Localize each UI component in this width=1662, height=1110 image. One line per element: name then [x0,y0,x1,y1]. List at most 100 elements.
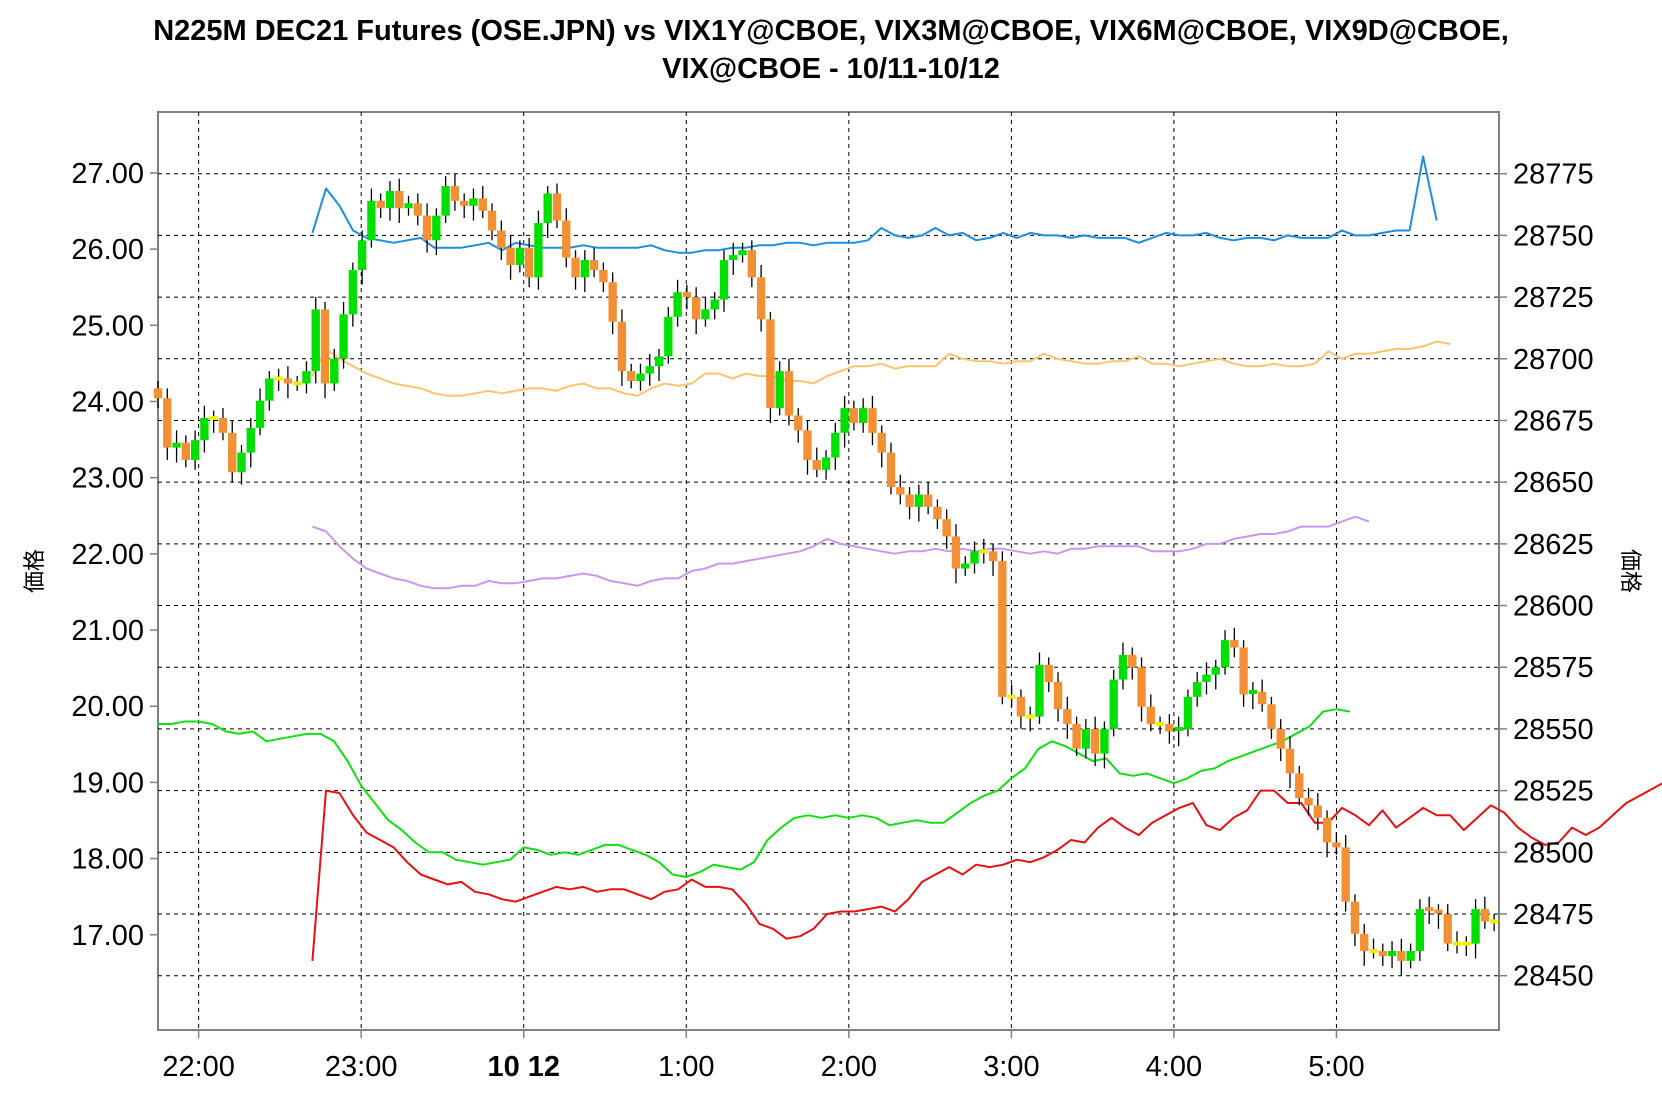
candle-body [487,210,497,231]
candle-body [1026,714,1035,719]
candle-body [738,250,747,256]
candle-body [1397,951,1406,961]
candle-body [228,432,237,473]
candle-body [1424,907,1434,912]
candle-body [1155,722,1165,726]
candle-body [682,292,692,298]
candle-body [979,549,988,554]
candle-body [654,356,664,367]
candle-body [1267,704,1276,729]
candle-body [673,292,682,317]
candle-body [571,257,580,278]
candle-body [821,457,831,470]
candle-body [450,186,460,201]
candle-body [961,563,970,569]
y-right-tick-label: 28575 [1513,652,1594,684]
y-right-tick-label: 28525 [1513,776,1594,808]
candle-body [775,371,784,409]
candle-body [951,536,961,569]
candle-body [1063,709,1072,724]
y-right-tick-label: 28500 [1513,837,1594,869]
candle-body [905,494,914,507]
y-right-tick-label: 28625 [1513,529,1594,561]
candle-body [1072,724,1081,749]
candle-body [1434,909,1443,914]
series-line-vix9d [311,782,1662,961]
candlesticks [153,173,1499,976]
candle-body [923,494,933,507]
series-line-vix [158,708,1351,878]
candle-body [1174,726,1183,731]
candle-body [524,247,534,278]
candle-body [1489,919,1499,924]
candle-body [497,230,506,248]
candle-body [348,269,358,315]
candle-body [784,371,794,416]
candle-body [886,452,896,488]
candle-body [608,282,617,322]
candle-body [320,309,330,384]
y-left-tick-label: 20.00 [71,691,144,723]
candle-body [330,358,339,384]
candle-body [1378,951,1387,956]
candle-body [1462,941,1471,946]
candle-body [1452,941,1462,946]
candle-body [1313,805,1323,818]
candle-body [237,452,246,473]
candle-body [422,215,432,241]
candle-body [729,255,738,261]
candle-body [710,299,719,310]
y-axis-label-left: 価格 [23,549,48,593]
candle-body [1257,691,1267,705]
candle-body [460,200,469,206]
candle-body [1415,909,1425,952]
candle-body [831,432,840,458]
candle-body [868,408,877,433]
candle-body [543,193,552,224]
candle-body [190,440,200,460]
y-left-tick-label: 27.00 [71,158,144,190]
series-line-vix3m [311,340,1451,397]
y-left-tick-label: 25.00 [71,310,144,342]
candle-body [172,442,181,448]
x-tick-label: 5:00 [1308,1051,1364,1083]
candle-body [385,190,395,209]
candle-body [367,200,376,241]
candle-body [293,381,302,386]
candle-body [1350,901,1360,934]
candle-body [218,418,228,433]
y-right-tick-label: 28775 [1513,159,1594,191]
candle-body [441,186,450,216]
y-axis-label-right: 価格 [1617,549,1642,593]
y-right-tick-label: 28600 [1513,591,1594,623]
y-left-tick-label: 23.00 [71,463,144,495]
x-tick-label: 22:00 [162,1051,235,1083]
candle-body [1007,694,1016,699]
candle-body [1220,640,1230,668]
y-right-tick-label: 28700 [1513,344,1594,376]
candle-body [812,459,821,470]
x-tick-label: 1:00 [658,1051,714,1083]
candle-body [1044,664,1053,683]
candle-body [701,309,710,320]
candle-body [1369,949,1378,954]
candle-body [599,269,608,283]
candle-body [181,442,191,460]
candle-body [970,551,979,564]
candle-body [255,400,265,428]
candle-body [933,506,942,520]
candle-body [265,378,274,401]
candle-body [589,260,599,270]
y-left-tick-label: 19.00 [71,767,144,799]
x-tick-label: 2:00 [821,1051,877,1083]
candle-body [896,487,905,495]
candle-body [395,190,404,209]
candle-body [1332,842,1341,848]
candle-body [1471,909,1480,944]
candle-body [1109,679,1118,729]
candle-body [1193,682,1202,697]
candle-body [413,203,422,216]
candle-body [617,321,627,372]
candle-body [163,398,172,448]
y-right-tick-label: 28475 [1513,899,1594,931]
